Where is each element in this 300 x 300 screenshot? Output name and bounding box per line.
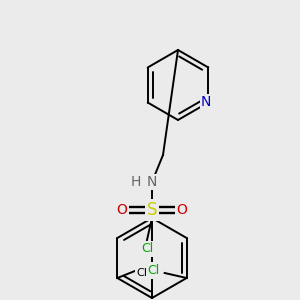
Text: Cl: Cl xyxy=(147,263,160,277)
Text: S: S xyxy=(147,201,157,219)
Text: O: O xyxy=(117,203,128,217)
Text: N: N xyxy=(147,175,157,189)
Text: N: N xyxy=(201,95,211,110)
Text: H: H xyxy=(131,175,141,189)
Text: O: O xyxy=(177,203,188,217)
Text: Cl: Cl xyxy=(141,242,153,256)
Text: CH₃: CH₃ xyxy=(136,268,157,278)
